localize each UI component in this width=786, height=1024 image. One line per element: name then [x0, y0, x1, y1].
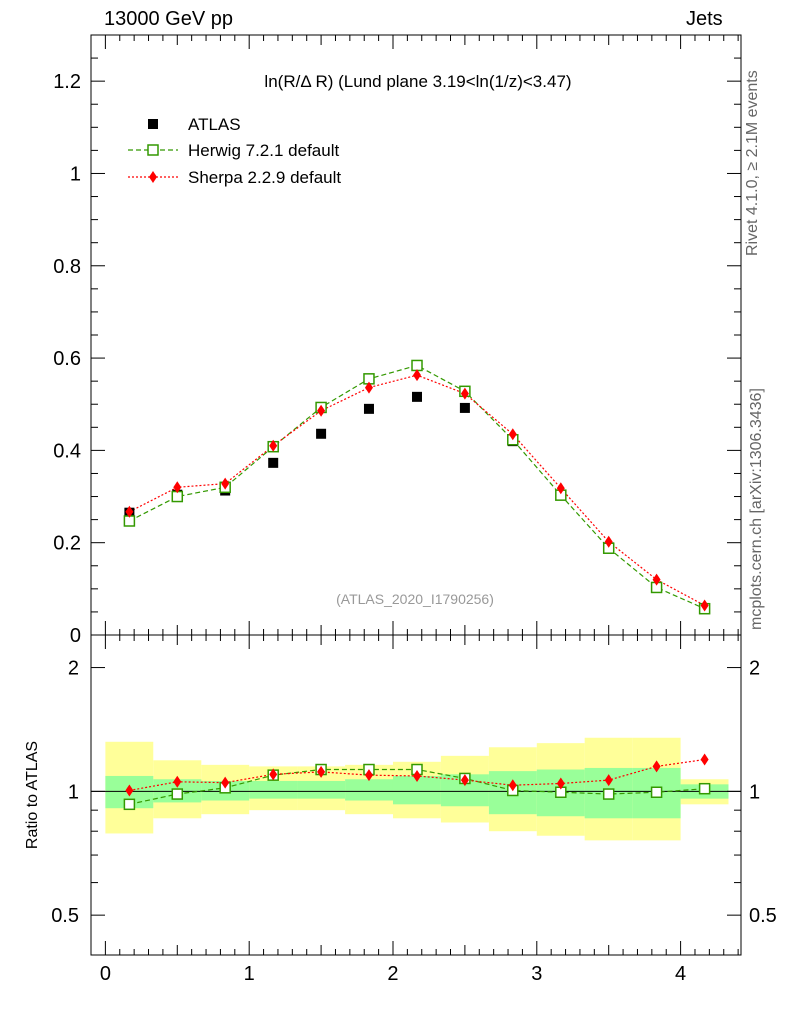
sherpa-ratio-point	[125, 784, 134, 797]
sherpa-point	[556, 482, 565, 495]
herwig-ratio-point	[171, 788, 184, 800]
atlas-point	[316, 428, 327, 439]
sherpa-ratio-point	[221, 776, 230, 789]
legend-label: ATLAS	[188, 115, 241, 134]
sherpa-ratio-point	[652, 760, 661, 773]
main-y-tick-label: 0.4	[53, 440, 81, 462]
legend-label: Sherpa 2.2.9 default	[188, 168, 341, 187]
x-tick-label: 1	[244, 963, 255, 985]
legend-atlas-marker	[148, 119, 158, 129]
x-tick-label: 4	[675, 963, 686, 985]
main-y-tick-label: 0.2	[53, 533, 81, 555]
herwig-ratio-point	[602, 788, 615, 800]
sherpa-point	[413, 369, 422, 382]
main-y-tick-label: 1	[70, 163, 81, 185]
ratio-y-tick-label-left: 2	[68, 658, 79, 680]
sherpa-point	[317, 404, 326, 417]
chart-title: ln(R/Δ R) (Lund plane 3.19<ln(1/z)<3.47)	[264, 72, 571, 91]
sherpa-point	[508, 428, 517, 441]
main-y-tick-label: 0	[70, 625, 81, 647]
sherpa-ratio-point	[556, 777, 565, 790]
sherpa-ratio-point	[173, 775, 182, 788]
sherpa-ratio-point	[460, 774, 469, 787]
sherpa-point	[173, 481, 182, 494]
herwig-point	[411, 359, 423, 372]
sherpa-ratio-point	[317, 765, 326, 778]
sherpa-point	[700, 599, 709, 612]
sherpa-ratio-point	[269, 768, 278, 781]
atlas-point	[268, 457, 279, 468]
sherpa-point	[221, 477, 230, 490]
ratio-inner-band	[249, 780, 298, 799]
herwig-ratio-point	[698, 782, 711, 795]
legend-label: Herwig 7.2.1 default	[188, 141, 339, 160]
header-right-label: Jets	[686, 8, 723, 30]
ratio-inner-band	[345, 779, 393, 801]
sherpa-line	[129, 374, 705, 606]
x-tick-label: 2	[387, 963, 398, 985]
analysis-watermark: (ATLAS_2020_I1790256)	[336, 591, 494, 607]
ratio-y-tick-label-left: 1	[68, 781, 79, 803]
ratio-y-axis-label: Ratio to ATLAS	[24, 741, 41, 849]
main-y-tick-label: 0.8	[53, 256, 81, 278]
herwig-line	[129, 364, 705, 610]
sherpa-point	[269, 439, 278, 452]
x-tick-label: 0	[100, 963, 111, 985]
ratio-y-tick-label-right: 2	[749, 658, 760, 680]
atlas-point	[459, 402, 470, 413]
sherpa-point	[604, 535, 613, 548]
header-left-label: 13000 GeV pp	[104, 8, 233, 30]
main-y-tick-label: 1.2	[53, 71, 81, 93]
sherpa-ratio-point	[508, 779, 517, 792]
sherpa-point	[460, 387, 469, 400]
sherpa-point	[652, 573, 661, 586]
ratio-y-tick-label-right: 0.5	[749, 905, 777, 927]
atlas-point	[363, 403, 374, 414]
legend-sherpa-marker	[149, 171, 157, 183]
main-y-tick-label: 0.6	[53, 348, 81, 370]
sherpa-point	[364, 381, 373, 394]
legend-herwig-marker	[147, 144, 159, 156]
sherpa-ratio-point	[413, 769, 422, 782]
ratio-y-tick-label-right: 1	[749, 781, 760, 803]
herwig-ratio-point	[650, 786, 663, 798]
ratio-inner-band	[297, 780, 346, 799]
ratio-plot-frame	[90, 634, 742, 956]
x-tick-label: 3	[531, 963, 542, 985]
ratio-y-tick-label-left: 0.5	[51, 905, 79, 927]
sherpa-ratio-point	[604, 774, 613, 787]
herwig-ratio-point	[123, 798, 136, 811]
sherpa-ratio-point	[364, 769, 373, 782]
legend: ATLAS Herwig 7.2.1 default Sherpa 2.2.9 de…	[128, 115, 341, 187]
atlas-point	[412, 391, 423, 402]
sherpa-point	[125, 505, 134, 518]
sherpa-ratio-point	[700, 753, 709, 766]
